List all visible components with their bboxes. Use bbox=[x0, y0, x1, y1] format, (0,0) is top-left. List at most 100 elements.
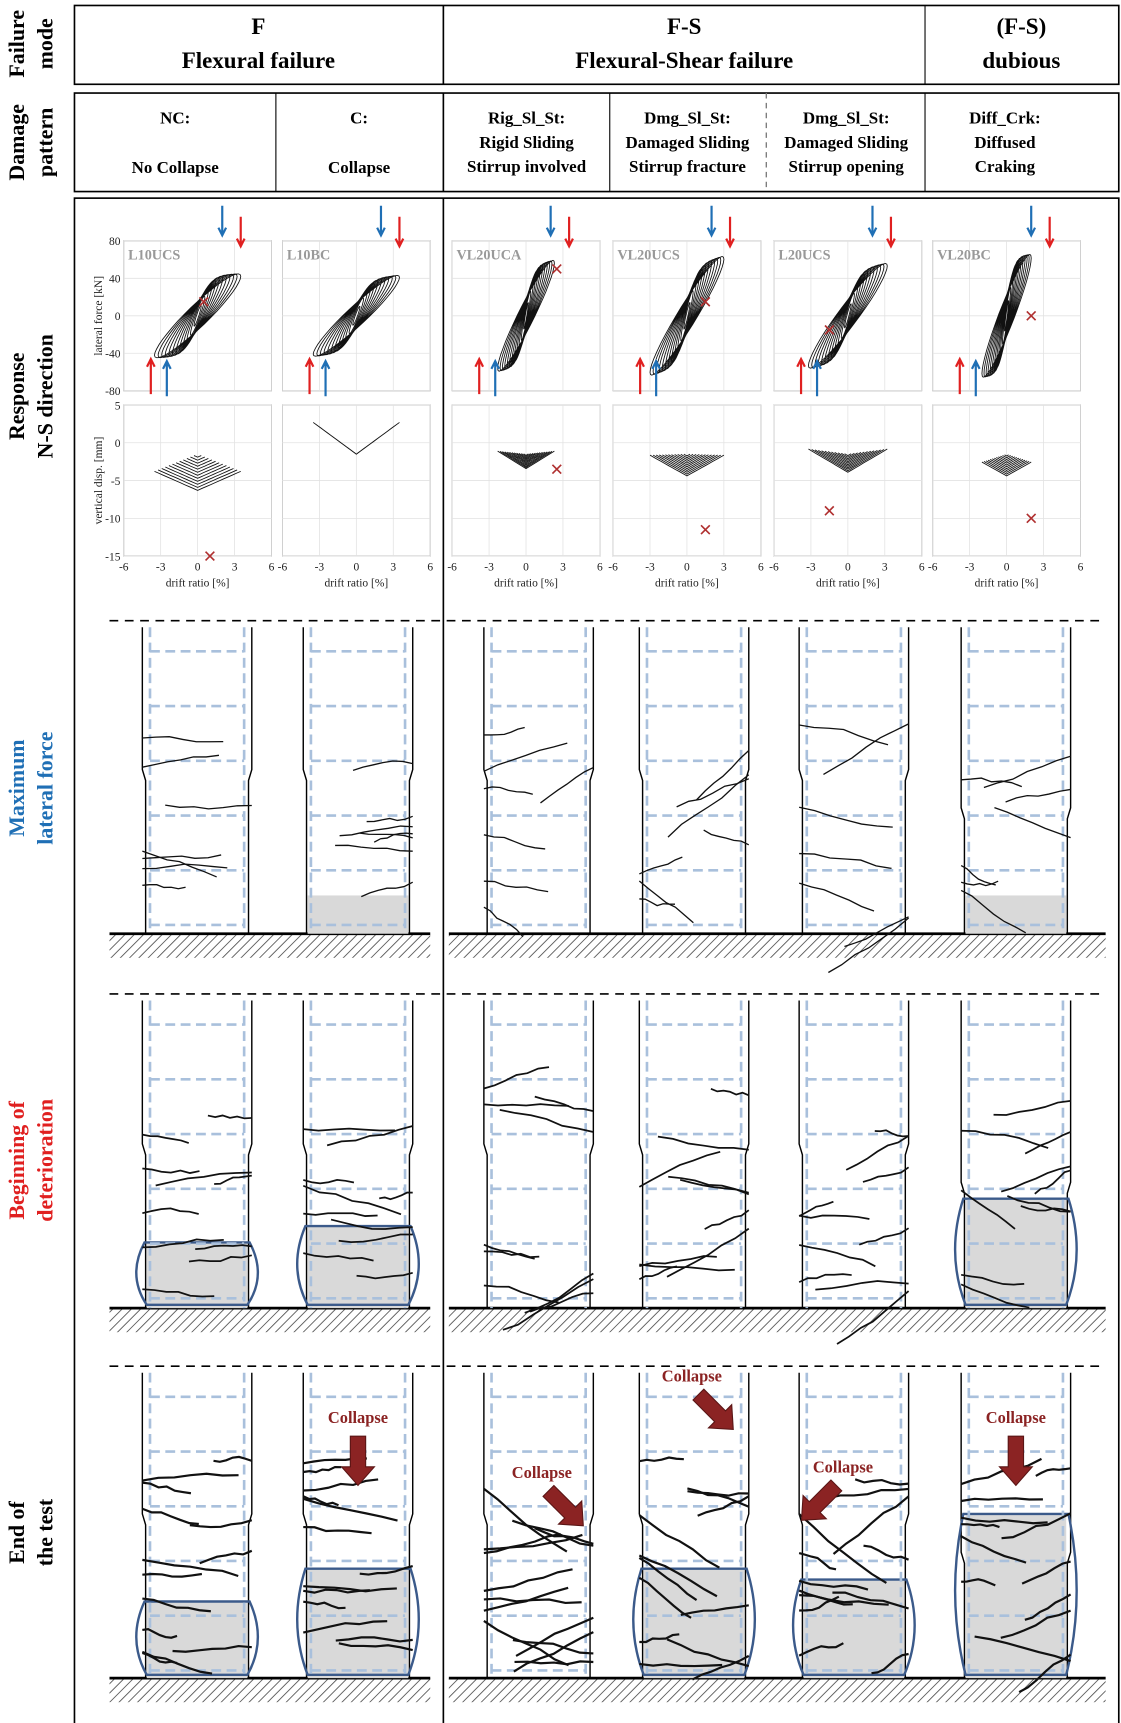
x-axis-label: drift ratio [%] bbox=[975, 578, 1039, 590]
crack bbox=[165, 805, 252, 809]
collapse-label: Collapse bbox=[986, 1408, 1046, 1427]
crack bbox=[799, 725, 888, 745]
specimen-name: VL20UCA bbox=[457, 247, 523, 263]
row-label: Damage bbox=[4, 104, 29, 181]
y-tick-label: -10 bbox=[105, 514, 121, 526]
y-axis-label: vertical disp. [mm] bbox=[93, 437, 105, 525]
arrow bbox=[887, 217, 895, 247]
crack bbox=[1036, 1468, 1071, 1476]
crack bbox=[961, 866, 996, 885]
ground bbox=[449, 934, 1106, 958]
row-label: End of bbox=[4, 1501, 29, 1564]
column bbox=[142, 627, 251, 934]
x-tick-label: 0 bbox=[684, 561, 690, 573]
x-tick-label: 6 bbox=[758, 561, 764, 573]
x-axis-label: drift ratio [%] bbox=[324, 578, 388, 590]
crack bbox=[799, 1216, 869, 1220]
crack bbox=[639, 1152, 720, 1187]
specimen-name: VL20BC bbox=[937, 247, 991, 263]
arrow bbox=[1046, 217, 1054, 247]
arrow bbox=[726, 217, 734, 247]
x-tick-label: 3 bbox=[390, 561, 396, 573]
x-tick-label: 0 bbox=[523, 561, 529, 573]
pattern-text: Rigid Sliding bbox=[479, 133, 574, 152]
row-label: Failure bbox=[4, 10, 29, 78]
x-tick-label: -6 bbox=[608, 561, 618, 573]
crack bbox=[214, 1176, 252, 1184]
crack bbox=[639, 1256, 717, 1266]
crack bbox=[823, 724, 908, 775]
crack bbox=[484, 1286, 559, 1303]
collapse-arrow bbox=[999, 1436, 1032, 1485]
crack bbox=[875, 1130, 909, 1136]
damage-zone bbox=[804, 1580, 905, 1679]
arrow bbox=[708, 206, 716, 236]
arrow bbox=[237, 217, 245, 247]
damage-zone bbox=[308, 895, 409, 933]
x-tick-label: 0 bbox=[845, 561, 851, 573]
damage-zone bbox=[966, 895, 1067, 933]
pattern-frame bbox=[74, 93, 1118, 192]
pattern-code: Dmg_Sl_St: bbox=[803, 109, 890, 128]
arrow bbox=[565, 217, 573, 247]
crack bbox=[799, 883, 874, 911]
crack bbox=[711, 1089, 749, 1095]
x-tick-label: 6 bbox=[269, 561, 275, 573]
crack bbox=[484, 1104, 569, 1106]
crack bbox=[213, 1457, 251, 1462]
x-tick-label: 3 bbox=[560, 561, 566, 573]
mode-code: F bbox=[251, 14, 265, 39]
x-axis-label: drift ratio [%] bbox=[166, 578, 230, 590]
arrow bbox=[218, 206, 226, 236]
y-tick-label: -5 bbox=[111, 476, 121, 488]
mode-name: Flexural failure bbox=[182, 48, 335, 73]
x-tick-label: 0 bbox=[1004, 561, 1010, 573]
y-tick-label: 40 bbox=[109, 274, 121, 286]
crack bbox=[500, 1110, 594, 1132]
ground bbox=[109, 934, 430, 958]
crack bbox=[303, 1499, 397, 1521]
pattern-text: Stirrup fracture bbox=[629, 157, 746, 176]
pattern-text: Diffused bbox=[974, 133, 1036, 152]
stirrups bbox=[807, 1001, 901, 1309]
row-label: lateral force bbox=[33, 731, 58, 844]
column bbox=[799, 1001, 908, 1309]
crack bbox=[142, 1474, 238, 1481]
x-tick-label: 3 bbox=[882, 561, 888, 573]
x-tick-label: 6 bbox=[919, 561, 925, 573]
x-axis-label: drift ratio [%] bbox=[494, 578, 558, 590]
pattern-text: Damaged Sliding bbox=[626, 133, 750, 152]
crack bbox=[639, 1266, 677, 1279]
crack bbox=[303, 1527, 371, 1533]
crack bbox=[994, 808, 1070, 838]
crack bbox=[303, 1180, 354, 1183]
pattern-text: Craking bbox=[975, 157, 1036, 176]
pattern-code: Diff_Crk: bbox=[969, 109, 1041, 128]
crack bbox=[484, 728, 525, 735]
arrow bbox=[547, 206, 555, 236]
x-tick-label: -6 bbox=[447, 561, 457, 573]
crack bbox=[1035, 1170, 1071, 1193]
pattern-code: Dmg_Sl_St: bbox=[644, 109, 731, 128]
crack bbox=[697, 750, 749, 799]
arrow bbox=[1027, 206, 1035, 236]
crack bbox=[799, 854, 891, 869]
ground bbox=[109, 1678, 430, 1702]
specimen-name: L20UCS bbox=[778, 247, 830, 263]
crack bbox=[303, 1129, 395, 1131]
crack bbox=[846, 1136, 908, 1170]
crack bbox=[994, 1101, 1071, 1115]
x-axis-label: drift ratio [%] bbox=[816, 578, 880, 590]
column bbox=[484, 627, 593, 934]
page: { "row_labels": [ {"lines": ["Failure", … bbox=[0, 0, 1121, 1723]
crack bbox=[142, 737, 223, 742]
crack bbox=[484, 1569, 573, 1591]
x-axis-label: drift ratio [%] bbox=[655, 578, 719, 590]
x-tick-label: 3 bbox=[721, 561, 727, 573]
mode-code: (F-S) bbox=[996, 14, 1046, 39]
y-tick-label: 0 bbox=[115, 311, 121, 323]
x-tick-label: -6 bbox=[769, 561, 779, 573]
x-tick-label: -3 bbox=[484, 561, 494, 573]
specimen-name: VL20UCS bbox=[617, 247, 680, 263]
collapse-label: Collapse bbox=[662, 1366, 722, 1385]
